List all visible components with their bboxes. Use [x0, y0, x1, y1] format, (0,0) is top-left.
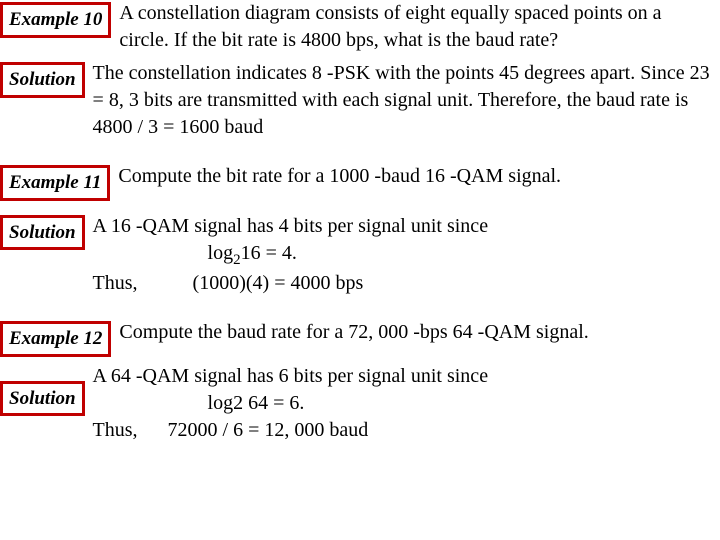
solution-10-label: Solution: [0, 62, 85, 98]
ex11-sol-line1: A 16 -QAM signal has 4 bits per signal u…: [93, 215, 489, 237]
example-10-solution: The constellation indicates 8 -PSK with …: [93, 60, 720, 141]
example-11-label: Example 11: [0, 165, 110, 201]
example-10-row: Example 10 A constellation diagram consi…: [0, 0, 720, 54]
example-11-solution: A 16 -QAM signal has 4 bits per signal u…: [93, 213, 720, 297]
ex11-log-text: log: [208, 242, 234, 264]
ex11-sol-line3: Thus, (1000)(4) = 4000 bps: [93, 272, 364, 294]
example-12-label: Example 12: [0, 321, 111, 357]
ex11-calc: (1000)(4) = 4000 bps: [193, 272, 364, 294]
example-11-solution-row: Solution A 16 -QAM signal has 4 bits per…: [0, 213, 720, 297]
example-12-problem: Compute the baud rate for a 72, 000 -bps…: [119, 319, 720, 346]
example-12-row: Example 12 Compute the baud rate for a 7…: [0, 319, 720, 357]
ex12-sol-line2: log2 64 = 6.: [93, 392, 305, 414]
example-12-solution-row: Solution A 64 -QAM signal has 6 bits per…: [0, 363, 720, 444]
ex12-sol-line1: A 64 -QAM signal has 6 bits per signal u…: [93, 365, 489, 387]
example-11-row: Example 11 Compute the bit rate for a 10…: [0, 163, 720, 201]
ex11-sol-line2: log216 = 4.: [93, 242, 297, 264]
ex12-thus: Thus,: [93, 419, 138, 441]
example-10-solution-row: Solution The constellation indicates 8 -…: [0, 60, 720, 141]
solution-12-label: Solution: [0, 381, 85, 417]
ex12-sol-line3: Thus, 72000 / 6 = 12, 000 baud: [93, 419, 369, 441]
ex11-thus: Thus,: [93, 272, 138, 294]
example-10-problem: A constellation diagram consists of eigh…: [119, 0, 720, 54]
ex11-log-sub: 2: [233, 252, 241, 268]
ex11-log-post: 16 = 4.: [241, 242, 297, 264]
example-12-solution: A 64 -QAM signal has 6 bits per signal u…: [93, 363, 720, 444]
example-10-label: Example 10: [0, 2, 111, 38]
solution-11-label: Solution: [0, 215, 85, 251]
example-11-problem: Compute the bit rate for a 1000 -baud 16…: [118, 163, 720, 190]
ex12-calc: 72000 / 6 = 12, 000 baud: [168, 419, 369, 441]
